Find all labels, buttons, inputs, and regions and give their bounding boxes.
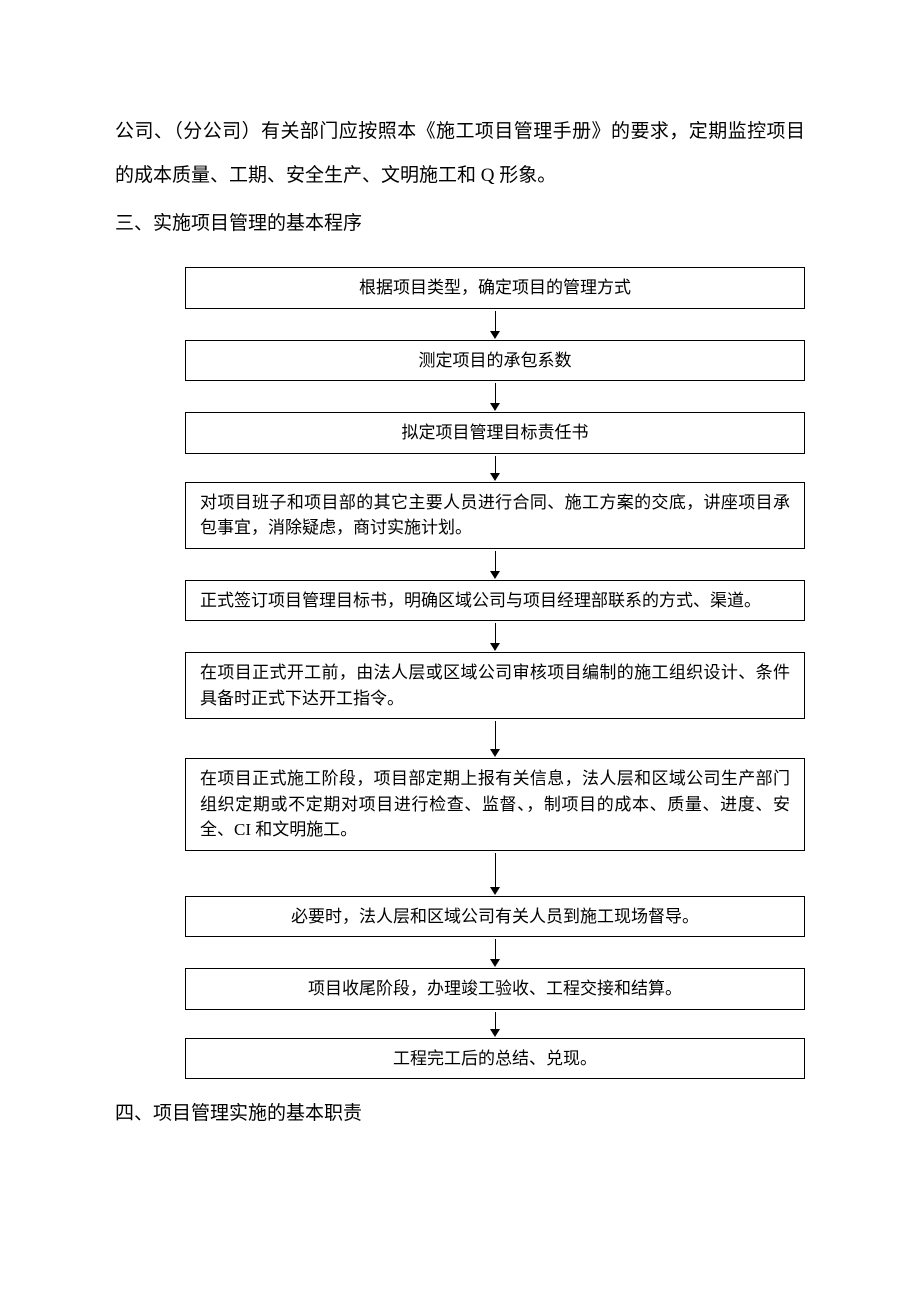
flow-arrow-icon [490,623,500,651]
flow-step-7: 在项目正式施工阶段，项目部定期上报有关信息，法人层和区域公司生产部门组织定期或不… [185,758,805,851]
flow-arrow-icon [490,853,500,895]
flow-step-9: 项目收尾阶段，办理竣工验收、工程交接和结算。 [185,968,805,1010]
flow-arrow-icon [490,721,500,757]
procedure-flowchart: 根据项目类型，确定项目的管理方式测定项目的承包系数拟定项目管理目标责任书对项目班… [185,267,805,1079]
flow-step-8: 必要时，法人层和区域公司有关人员到施工现场督导。 [185,896,805,938]
flow-step-2: 测定项目的承包系数 [185,340,805,382]
flow-arrow-icon [490,1012,500,1037]
flow-step-4: 对项目班子和项目部的其它主要人员进行合同、施工方案的交底，讲座项目承包事宜，消除… [185,482,805,549]
flow-step-3: 拟定项目管理目标责任书 [185,412,805,454]
flow-step-5: 正式签订项目管理目标书，明确区域公司与项目经理部联系的方式、渠道。 [185,580,805,622]
flow-step-6: 在项目正式开工前，由法人层或区域公司审核项目编制的施工组织设计、条件具备时正式下… [185,652,805,719]
flow-step-1: 根据项目类型，确定项目的管理方式 [185,267,805,309]
flow-arrow-icon [490,939,500,967]
flow-arrow-icon [490,456,500,481]
flow-arrow-icon [490,551,500,579]
section-heading-3: 三、实施项目管理的基本程序 [115,203,805,245]
flow-step-10: 工程完工后的总结、兑现。 [185,1038,805,1080]
flow-arrow-icon [490,383,500,411]
section-heading-4: 四、项目管理实施的基本职责 [115,1093,805,1135]
intro-paragraph: 公司、（分公司）有关部门应按照本《施工项目管理手册》的要求，定期监控项目的成本质… [115,110,805,197]
flow-arrow-icon [490,311,500,339]
